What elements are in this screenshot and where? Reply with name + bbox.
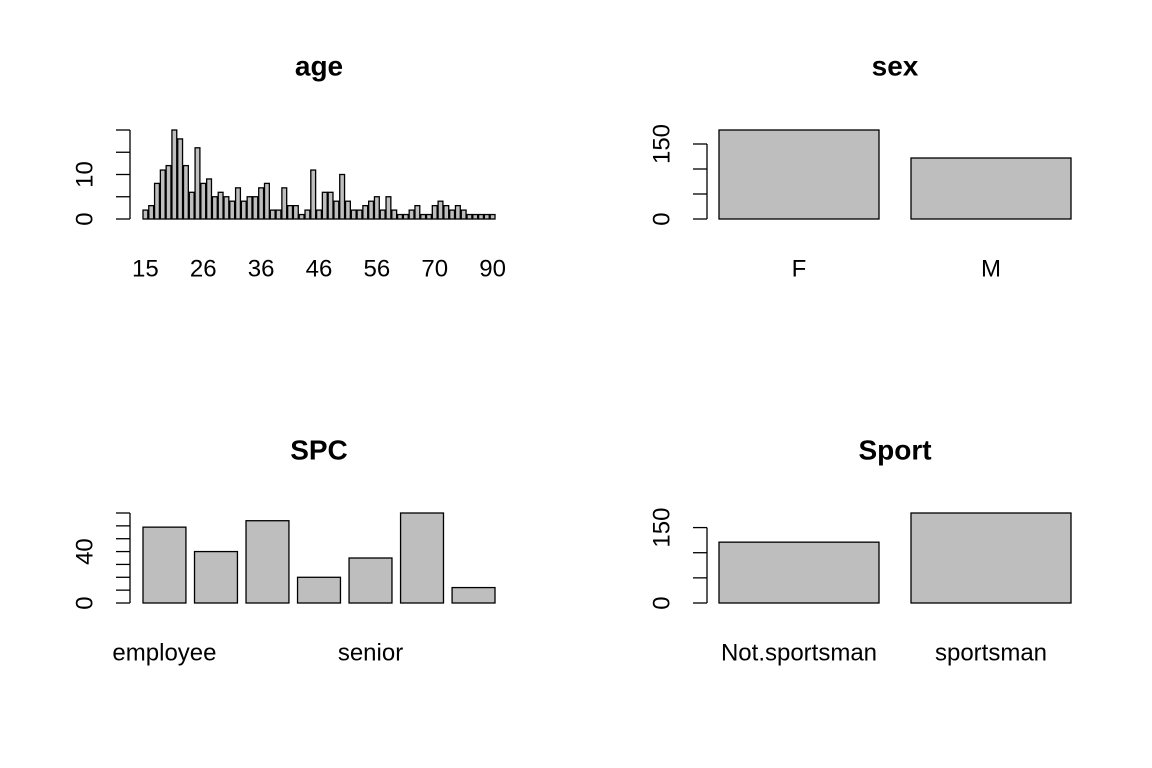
x-tick-label: F: [792, 255, 807, 282]
bar: [420, 213, 427, 220]
bar: [477, 213, 485, 220]
bar: [327, 191, 334, 220]
bar: [454, 204, 461, 220]
bar: [205, 178, 213, 220]
y-tick-label: 150: [648, 124, 675, 164]
bar: [171, 129, 178, 220]
bar: [437, 200, 444, 220]
bar: [391, 209, 398, 220]
bar: [188, 191, 195, 220]
bar: [333, 200, 340, 220]
bar: [396, 213, 404, 220]
bar: [245, 520, 290, 604]
bar: [339, 173, 346, 220]
chart-title: SPC: [290, 434, 348, 465]
bar: [321, 191, 328, 220]
x-tick-label: Not.sportsman: [721, 639, 877, 666]
bar: [315, 209, 323, 220]
bar: [287, 204, 294, 220]
y-tick-label: 0: [648, 596, 675, 609]
bar: [451, 586, 496, 604]
bar: [229, 200, 236, 220]
chart-title: Sport: [858, 434, 931, 465]
y-tick-label: 150: [648, 508, 675, 548]
bar: [159, 169, 166, 220]
bar: [379, 209, 386, 220]
x-tick-label: M: [981, 255, 1001, 282]
bar: [466, 213, 473, 220]
bar: [142, 526, 187, 604]
bar: [269, 209, 276, 220]
bar: [449, 209, 456, 220]
bar: [177, 138, 184, 220]
bar: [910, 512, 1072, 604]
bar: [472, 213, 479, 220]
y-tick-label: 10: [71, 161, 98, 188]
bar: [281, 187, 288, 220]
bar: [304, 209, 311, 220]
x-tick-label: 26: [190, 255, 217, 282]
bar: [234, 187, 242, 220]
bar: [443, 204, 450, 220]
bar: [718, 541, 880, 604]
x-tick-label: sportsman: [935, 639, 1047, 666]
bar: [356, 209, 363, 220]
bar: [223, 196, 230, 220]
bar: [258, 187, 265, 220]
x-tick-label: 90: [479, 255, 506, 282]
y-tick-label: 0: [71, 596, 98, 609]
bar: [240, 200, 247, 220]
bar: [200, 182, 207, 220]
bar: [368, 200, 375, 220]
bar: [182, 164, 189, 220]
bar: [910, 157, 1072, 220]
y-tick-label: 40: [71, 538, 98, 565]
bar: [414, 204, 421, 220]
bar: [350, 209, 357, 220]
bar: [148, 204, 155, 220]
x-tick-label: employee: [112, 639, 216, 666]
bar: [460, 209, 467, 220]
bar: [362, 204, 369, 220]
bar: [344, 200, 351, 220]
bar: [310, 169, 317, 220]
bar: [275, 209, 282, 220]
bar: [217, 191, 224, 220]
x-tick-label: 70: [421, 255, 448, 282]
bar: [402, 213, 409, 220]
bar: [489, 213, 496, 220]
bar: [718, 129, 880, 220]
bar: [425, 213, 433, 220]
x-tick-label: 36: [248, 255, 275, 282]
x-tick-label: senior: [338, 639, 403, 666]
x-tick-label: 56: [364, 255, 391, 282]
bar: [385, 196, 392, 220]
bar: [165, 164, 172, 220]
chart-title: sex: [872, 50, 919, 81]
bar: [194, 147, 201, 220]
bar: [142, 209, 149, 220]
bar: [296, 576, 342, 604]
bar: [211, 196, 218, 220]
bar: [399, 512, 445, 604]
bar: [483, 213, 490, 220]
bar: [292, 204, 299, 220]
bar: [246, 196, 253, 220]
bar: [263, 182, 270, 220]
bar: [193, 550, 239, 604]
chart-title: age: [295, 50, 343, 81]
bar: [298, 213, 305, 220]
bar: [252, 196, 259, 220]
x-tick-label: 15: [132, 255, 159, 282]
y-tick-label: 0: [71, 212, 98, 225]
bar: [348, 557, 393, 604]
bar: [431, 204, 438, 220]
bar: [153, 182, 161, 220]
bar: [373, 196, 380, 220]
bar: [408, 209, 415, 220]
y-tick-label: 0: [648, 212, 675, 225]
x-tick-label: 46: [306, 255, 333, 282]
